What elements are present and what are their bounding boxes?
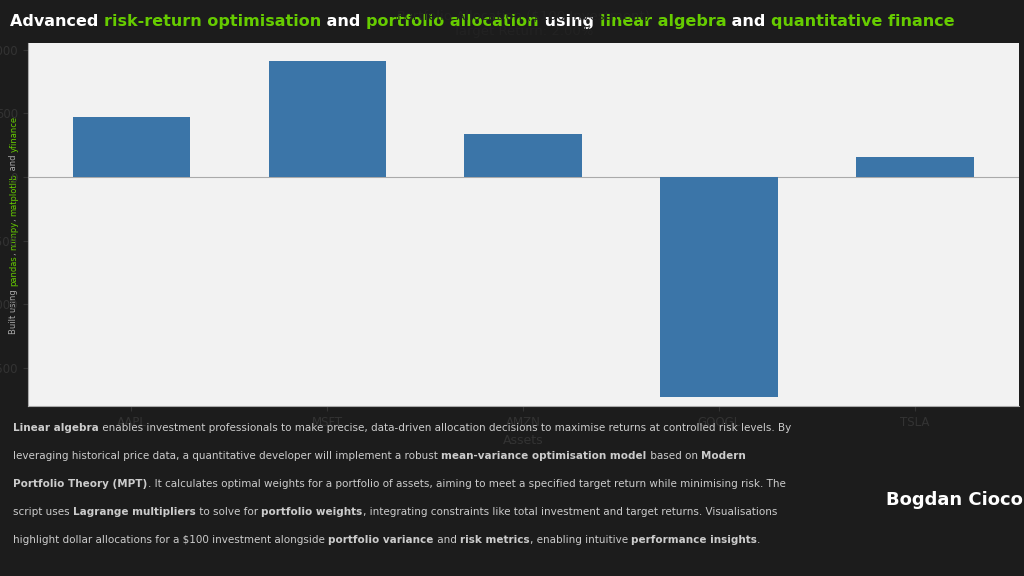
Bar xyxy=(268,61,386,177)
Text: leveraging historical price data, a quantitative developer will implement a robu: leveraging historical price data, a quan… xyxy=(13,451,441,461)
Text: portfolio variance: portfolio variance xyxy=(329,535,434,545)
Text: matplotlib: matplotlib xyxy=(9,173,18,215)
Text: numpy: numpy xyxy=(9,221,18,250)
Text: script uses: script uses xyxy=(13,507,73,517)
X-axis label: Assets: Assets xyxy=(503,434,544,448)
Text: .: . xyxy=(757,535,760,545)
Text: portfolio weights: portfolio weights xyxy=(261,507,362,517)
Text: linear algebra: linear algebra xyxy=(600,14,726,29)
Text: , enabling intuitive: , enabling intuitive xyxy=(529,535,631,545)
Text: and: and xyxy=(322,14,367,29)
Text: ,: , xyxy=(9,250,18,255)
Bar xyxy=(856,157,974,177)
Text: to solve for: to solve for xyxy=(196,507,261,517)
Text: Portfolio Theory (MPT): Portfolio Theory (MPT) xyxy=(13,479,147,489)
Text: Modern: Modern xyxy=(701,451,745,461)
Text: and: and xyxy=(9,152,18,173)
Bar xyxy=(73,117,190,177)
Text: yfinance: yfinance xyxy=(9,116,18,152)
Text: and: and xyxy=(434,535,460,545)
Text: risk-return optimisation: risk-return optimisation xyxy=(104,14,322,29)
Text: and: and xyxy=(726,14,771,29)
Text: . It calculates optimal weights for a portfolio of assets, aiming to meet a spec: . It calculates optimal weights for a po… xyxy=(147,479,785,489)
Text: Advanced: Advanced xyxy=(10,14,104,29)
Text: mean-variance optimisation model: mean-variance optimisation model xyxy=(441,451,647,461)
Bar xyxy=(465,134,582,177)
Text: performance insights: performance insights xyxy=(631,535,757,545)
Text: pandas: pandas xyxy=(9,255,18,286)
Text: highlight dollar allocations for a $100 investment alongside: highlight dollar allocations for a $100 … xyxy=(13,535,329,545)
Text: using: using xyxy=(539,14,600,29)
Text: based on: based on xyxy=(647,451,701,461)
Text: Built using: Built using xyxy=(9,286,18,334)
Text: Linear algebra: Linear algebra xyxy=(13,423,99,433)
Text: ,: , xyxy=(9,215,18,221)
Title: Portfolio Allocation ($100 Investment)
Target Return: 2.00%: Portfolio Allocation ($100 Investment) T… xyxy=(397,10,649,38)
Text: , integrating constraints like total investment and target returns. Visualisatio: , integrating constraints like total inv… xyxy=(362,507,777,517)
Text: portfolio allocation: portfolio allocation xyxy=(367,14,539,29)
Text: Lagrange multipliers: Lagrange multipliers xyxy=(73,507,196,517)
Bar xyxy=(660,177,778,397)
Text: enables investment professionals to make precise, data-driven allocation decisio: enables investment professionals to make… xyxy=(99,423,792,433)
Text: Bogdan Ciocoiu: Bogdan Ciocoiu xyxy=(886,491,1024,509)
Text: quantitative finance: quantitative finance xyxy=(771,14,955,29)
Text: risk metrics: risk metrics xyxy=(460,535,529,545)
